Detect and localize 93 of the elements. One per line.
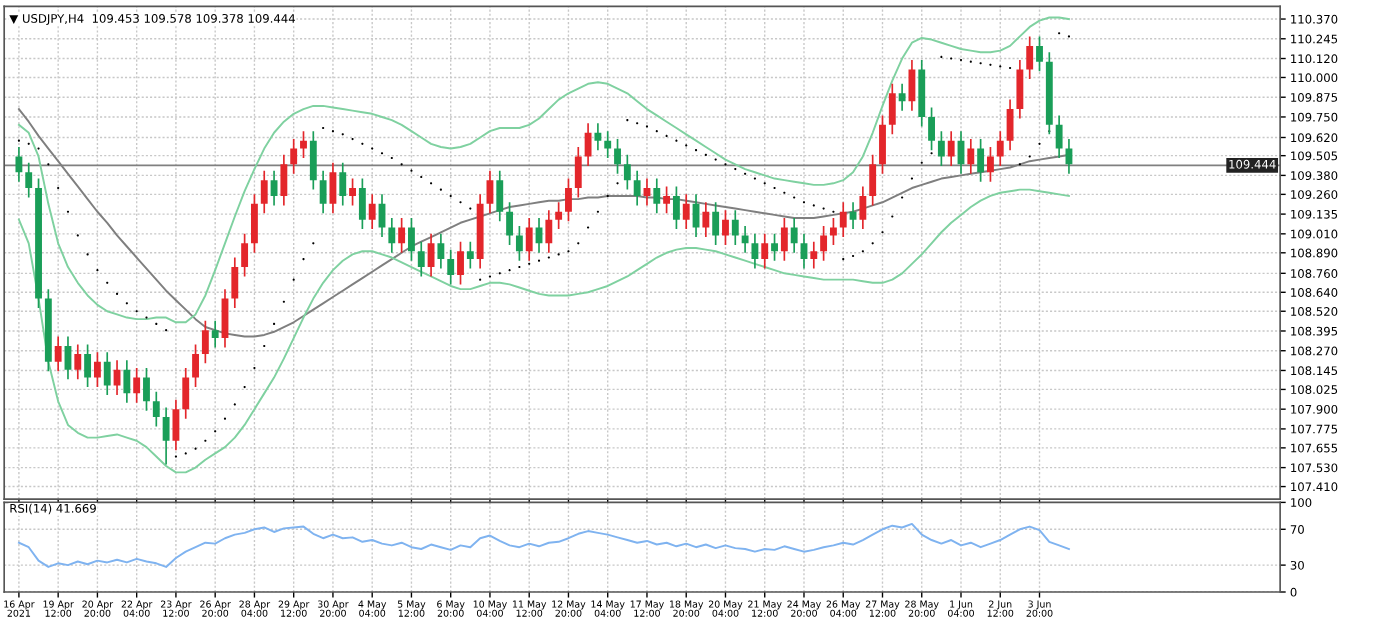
candlestick — [672, 185, 680, 230]
candlestick — [623, 154, 631, 191]
candlestick — [152, 390, 160, 428]
candlestick — [103, 351, 111, 396]
candlestick — [839, 201, 847, 238]
candlestick — [780, 217, 788, 262]
candlestick — [584, 122, 592, 167]
candlestick — [879, 114, 886, 175]
candlestick — [741, 225, 749, 254]
candlestick — [869, 154, 877, 207]
candlestick — [702, 201, 710, 238]
candlestick — [15, 146, 23, 183]
candlestick — [123, 359, 131, 404]
candlestick — [712, 201, 720, 246]
candlestick — [908, 59, 916, 112]
candlestick — [231, 256, 239, 309]
candlestick — [790, 217, 798, 254]
candlestick — [309, 130, 317, 191]
candlestick — [928, 106, 935, 151]
candlestick — [987, 146, 994, 183]
candlestick — [162, 406, 170, 466]
candlestick — [594, 122, 602, 151]
candlestick — [1016, 59, 1024, 120]
candlestick — [280, 154, 288, 207]
candlestick — [74, 343, 82, 380]
candlestick — [427, 233, 435, 278]
candlestick — [398, 217, 406, 254]
candlestick — [771, 233, 778, 262]
candlestick — [319, 169, 327, 215]
candlestick — [241, 233, 249, 278]
candlestick — [1036, 35, 1043, 72]
candlestick — [996, 130, 1004, 167]
candlestick — [722, 209, 729, 246]
candlestick — [888, 82, 896, 136]
candlestick — [211, 319, 219, 349]
candlestick — [506, 201, 514, 246]
candlestick — [633, 169, 641, 207]
candlestick — [182, 367, 190, 420]
candlestick — [349, 177, 356, 207]
candlestick — [54, 335, 62, 373]
candlestick — [251, 193, 258, 254]
candlestick — [408, 217, 415, 262]
candlestick — [653, 177, 661, 215]
candlestick — [496, 169, 504, 223]
candlestick — [437, 233, 445, 270]
candlestick — [682, 193, 690, 230]
candlestick — [368, 193, 376, 230]
candlestick — [93, 351, 101, 388]
candlestick — [515, 225, 523, 262]
candlestick — [525, 217, 533, 262]
candlestick — [574, 146, 582, 199]
candlestick — [565, 177, 572, 223]
candlestick — [260, 169, 268, 215]
candlestick — [731, 209, 739, 246]
candlestick — [1026, 35, 1034, 80]
candlestick — [466, 240, 474, 270]
candlestick — [290, 138, 298, 175]
line-series — [17, 522, 1070, 568]
candlestick — [761, 233, 769, 270]
candlestick — [555, 201, 563, 230]
candlestick — [1006, 98, 1014, 151]
candlestick — [84, 343, 92, 388]
candlestick — [339, 161, 347, 207]
candlestick — [545, 209, 553, 254]
candlestick — [663, 185, 671, 215]
candlestick — [358, 177, 366, 230]
candlestick — [751, 233, 759, 270]
candlestick — [172, 398, 180, 452]
candlestick — [447, 248, 455, 286]
candlestick — [859, 185, 867, 230]
candlestick — [829, 217, 837, 246]
candlestick — [977, 138, 985, 183]
candlestick — [604, 130, 612, 159]
candlestick — [947, 130, 955, 167]
candlestick — [937, 130, 945, 167]
line-series — [17, 16, 1070, 324]
candlestick — [25, 161, 33, 199]
line-series — [17, 188, 1070, 474]
candlestick — [417, 240, 425, 278]
candlestick — [898, 82, 906, 112]
candlestick — [388, 217, 396, 254]
candlestick — [300, 130, 307, 159]
candlestick — [457, 240, 464, 286]
candlestick — [1055, 114, 1063, 159]
candlestick — [192, 343, 199, 388]
candlestick — [201, 319, 209, 365]
candlestick — [614, 138, 621, 175]
candlestick — [810, 240, 818, 270]
candlestick — [143, 367, 150, 412]
candlestick — [820, 225, 828, 262]
candlestick — [967, 138, 975, 175]
candlestick — [133, 367, 141, 404]
candlestick — [918, 59, 926, 128]
